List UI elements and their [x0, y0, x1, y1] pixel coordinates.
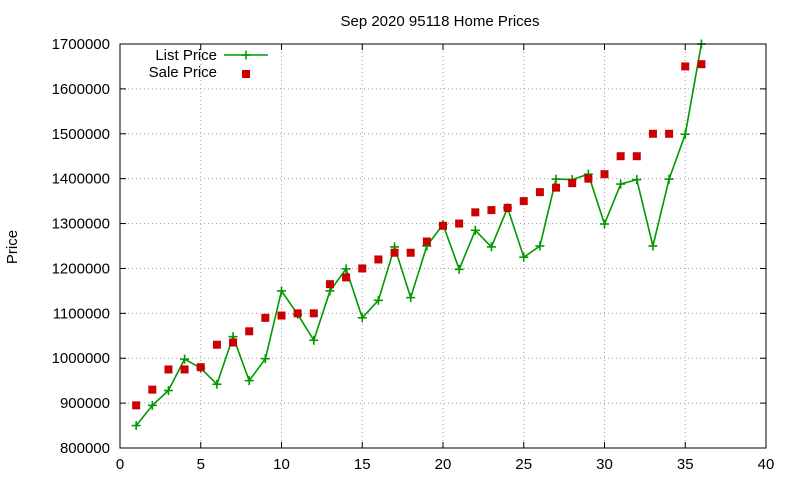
sale-price-point [309, 309, 318, 318]
sale-price-point [616, 152, 625, 161]
sale-price-point [164, 365, 173, 374]
y-tick-label: 1300000 [52, 216, 110, 233]
series [131, 39, 706, 431]
sale-price-point [600, 170, 609, 179]
sale-price-point [519, 197, 528, 206]
y-axis-label: Price [4, 230, 21, 264]
x-tick-label: 25 [515, 456, 532, 473]
sale-price-point [132, 401, 141, 410]
list-price-point [260, 354, 270, 364]
x-tick-label: 35 [677, 456, 694, 473]
sale-price-point [293, 309, 302, 318]
sale-price-point [471, 208, 480, 217]
y-tick-label: 1500000 [52, 126, 110, 143]
plot-frame [119, 43, 767, 449]
sale-price-point [148, 385, 157, 394]
sale-price-point [568, 179, 577, 188]
list-price-point [244, 376, 254, 386]
sale-price-point [245, 327, 254, 336]
list-price-point [551, 174, 561, 184]
list-price-point [600, 219, 609, 229]
list-price-point [163, 386, 173, 396]
sale-price-point [261, 313, 270, 322]
x-tick-label: 15 [354, 456, 371, 473]
list-price-point [406, 293, 416, 303]
sale-price-point [196, 363, 205, 372]
list-price-point [470, 225, 480, 235]
y-tick-label: 1400000 [52, 171, 110, 188]
sale-price-point [552, 183, 561, 192]
sale-price-point [439, 221, 447, 230]
list-price-point [180, 354, 190, 364]
sale-price-point [390, 248, 399, 257]
x-tick-label: 30 [596, 456, 613, 473]
legend-label: Sale Price [149, 64, 217, 81]
sale-price-point [455, 219, 464, 228]
sale-price-point [681, 62, 690, 71]
y-tick-label: 1000000 [52, 350, 110, 367]
sale-price-point [503, 203, 512, 212]
list-price-point [373, 295, 383, 305]
list-price-point [277, 286, 286, 296]
y-tick-label: 1100000 [53, 305, 110, 322]
x-tick-label: 40 [758, 456, 775, 473]
list-price-point [535, 241, 545, 251]
x-tick-label: 5 [197, 456, 205, 473]
x-tick-label: 20 [435, 456, 452, 473]
list-price-point [309, 335, 319, 345]
list-price-point [486, 242, 496, 252]
sale-price-point [584, 174, 593, 183]
list-price-point [341, 264, 351, 274]
grid [120, 44, 766, 448]
sale-price-point [406, 248, 415, 257]
list-price-point [131, 421, 141, 431]
list-price-point [648, 241, 658, 251]
sale-price-point [697, 60, 706, 69]
list-price-point [680, 129, 690, 139]
list-price-point [664, 174, 674, 184]
sale-price-point [342, 273, 351, 282]
y-tick-label: 1600000 [52, 81, 110, 98]
legend-label: List Price [155, 47, 217, 64]
list-price-point [616, 179, 626, 189]
chart-title: Sep 2020 95118 Home Prices [340, 13, 539, 30]
x-tick-label: 0 [116, 456, 124, 473]
sale-price-point [535, 188, 544, 197]
sale-price-point [422, 237, 431, 246]
list-price-line [135, 43, 703, 427]
axes: 0 5 10 15 20 25 30 35 40 800000 900000 1000000 11000… [52, 36, 775, 473]
y-tick-label: 800000 [60, 440, 110, 457]
y-tick-label: 900000 [60, 395, 110, 412]
sale-price-point [665, 129, 674, 138]
sale-price-point [648, 129, 657, 138]
list-price-point [519, 252, 529, 262]
legend-plus-marker [241, 50, 251, 60]
list-price-point [212, 379, 222, 389]
y-tick-label: 1200000 [52, 260, 110, 277]
sale-price-point [374, 255, 383, 264]
sale-price-point [180, 365, 189, 374]
sale-price-point [212, 340, 221, 349]
sale-price-point [358, 264, 367, 273]
sale-price-point [325, 280, 334, 289]
x-tick-label: 10 [273, 456, 290, 473]
y-tick-label: 1700000 [52, 36, 110, 53]
sale-price-point [487, 206, 496, 215]
legend-square-marker [242, 70, 250, 78]
list-price-point [454, 264, 464, 274]
list-price-point [147, 400, 157, 410]
sale-price-point [277, 311, 286, 320]
sale-price-point [632, 152, 641, 161]
sale-price-point [229, 338, 238, 347]
list-price-point [357, 313, 367, 323]
list-price-point [632, 175, 642, 185]
